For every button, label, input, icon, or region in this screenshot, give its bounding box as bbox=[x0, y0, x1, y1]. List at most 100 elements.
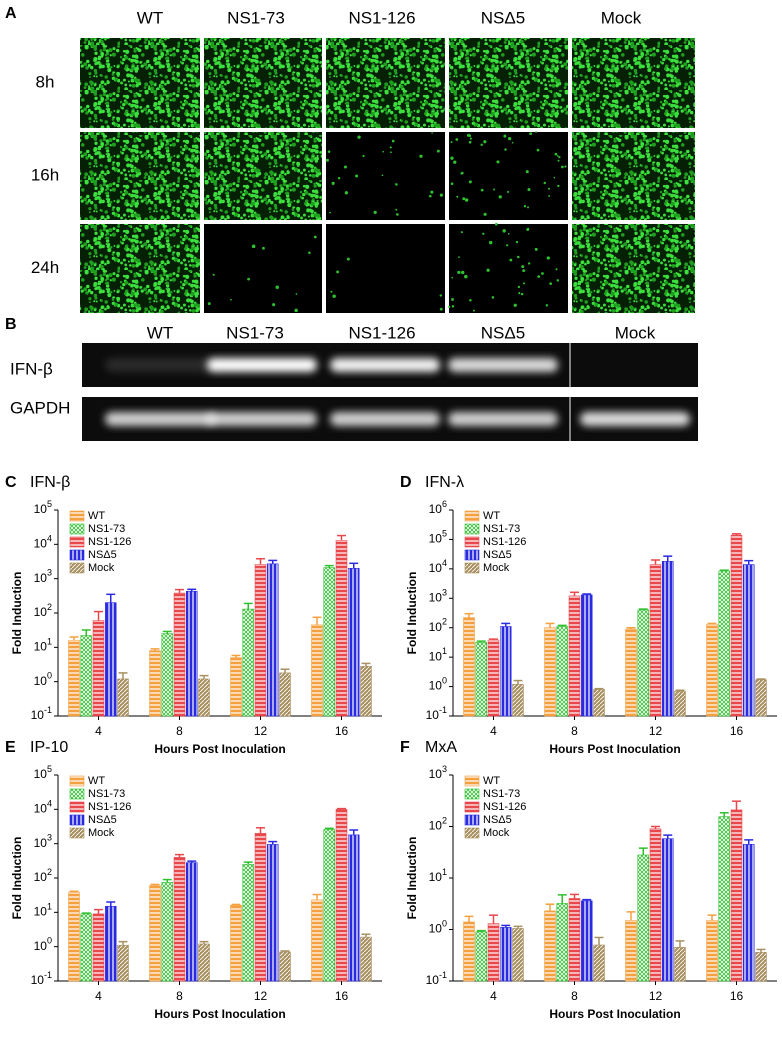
y-axis-label: Fold Induction bbox=[405, 572, 419, 655]
error-bar bbox=[501, 924, 511, 928]
gel-band bbox=[448, 358, 558, 372]
cell-dot bbox=[457, 270, 461, 275]
bar bbox=[242, 864, 255, 982]
error-bar bbox=[280, 950, 290, 952]
cell-dot bbox=[462, 197, 466, 201]
error-bar bbox=[489, 914, 498, 924]
cell-dot bbox=[373, 210, 377, 215]
error-bar bbox=[476, 640, 486, 643]
cell-dot bbox=[527, 262, 531, 265]
bar bbox=[117, 678, 129, 717]
error-bar bbox=[175, 588, 184, 594]
bar bbox=[149, 885, 161, 982]
cell-dot bbox=[344, 191, 349, 195]
cell-dot bbox=[439, 307, 443, 311]
chart-title: MxA bbox=[425, 739, 457, 756]
bar bbox=[279, 951, 291, 982]
cell-dot bbox=[511, 141, 514, 144]
cell-dot bbox=[513, 303, 517, 307]
cell-dot bbox=[545, 304, 549, 307]
bar bbox=[266, 563, 279, 717]
bar bbox=[117, 944, 129, 982]
legend-swatch bbox=[464, 562, 480, 574]
bar bbox=[242, 608, 255, 717]
bar bbox=[512, 683, 524, 717]
x-tick-label: 4 bbox=[490, 724, 497, 738]
bar bbox=[512, 928, 524, 982]
bar bbox=[161, 881, 174, 982]
error-bar bbox=[651, 825, 660, 829]
x-tick-label: 4 bbox=[95, 724, 102, 738]
bar bbox=[556, 903, 569, 982]
bar bbox=[625, 920, 637, 982]
bar bbox=[674, 690, 686, 717]
row-label: IFN-β bbox=[10, 359, 53, 378]
cell-dot bbox=[391, 139, 395, 143]
cell-dot bbox=[557, 159, 560, 162]
cell-dot bbox=[556, 279, 560, 282]
cell-dot bbox=[506, 244, 509, 247]
y-axis-label: Fold Induction bbox=[10, 837, 24, 920]
bar bbox=[730, 809, 743, 982]
error-bar bbox=[118, 940, 128, 946]
x-tick-label: 12 bbox=[649, 989, 663, 1003]
cell-dot bbox=[483, 140, 487, 144]
bar bbox=[266, 844, 279, 982]
panel-label: E bbox=[5, 739, 16, 756]
legend-label: Mock bbox=[88, 827, 115, 839]
error-bar bbox=[570, 893, 579, 899]
gel-band bbox=[207, 412, 317, 426]
legend-swatch bbox=[69, 549, 85, 561]
bar bbox=[463, 617, 475, 717]
bar bbox=[661, 838, 674, 982]
x-axis-label: Hours Post Inoculation bbox=[154, 742, 285, 756]
legend-label: NSΔ5 bbox=[483, 549, 512, 561]
micrograph bbox=[449, 38, 568, 128]
error-bar bbox=[69, 890, 79, 893]
error-bar bbox=[162, 878, 172, 883]
bar bbox=[730, 534, 743, 717]
cell-dot bbox=[486, 268, 490, 272]
bar bbox=[323, 829, 336, 982]
cell-dot bbox=[430, 190, 434, 194]
error-bar bbox=[199, 674, 209, 679]
cell-dot bbox=[469, 137, 472, 140]
error-bar bbox=[732, 533, 741, 536]
error-bar bbox=[626, 626, 636, 630]
error-bar bbox=[557, 624, 567, 627]
cell-dot bbox=[450, 141, 453, 144]
bar bbox=[674, 947, 686, 982]
bar bbox=[360, 936, 372, 982]
cell-dot bbox=[517, 255, 520, 259]
bar bbox=[311, 624, 323, 717]
column-header: Mock bbox=[615, 323, 656, 342]
cell-dot bbox=[527, 227, 530, 230]
error-bar bbox=[651, 559, 660, 565]
legend-swatch bbox=[464, 788, 480, 800]
error-bar bbox=[94, 610, 103, 621]
column-header: NS1-73 bbox=[227, 8, 285, 27]
cell-dot bbox=[525, 170, 529, 174]
column-header: NS1-73 bbox=[226, 323, 284, 342]
error-bar bbox=[675, 940, 685, 948]
y-axis-label: Fold Induction bbox=[405, 837, 419, 920]
legend-label: WT bbox=[483, 775, 500, 787]
cell-dot bbox=[504, 148, 507, 151]
cell-dot bbox=[355, 174, 359, 178]
cell-dot bbox=[507, 136, 512, 141]
error-bar bbox=[489, 638, 498, 641]
bar bbox=[556, 626, 569, 717]
cell-dot bbox=[396, 213, 399, 216]
panel-label: F bbox=[400, 739, 410, 756]
cell-dot bbox=[483, 212, 487, 216]
cell-dot bbox=[458, 256, 460, 258]
cell-dot bbox=[520, 292, 524, 296]
error-bar bbox=[464, 915, 474, 922]
cell-dot bbox=[557, 184, 560, 188]
bar bbox=[92, 620, 105, 717]
error-bar bbox=[361, 662, 371, 667]
micrograph bbox=[204, 224, 322, 313]
cell-dot bbox=[207, 302, 211, 306]
cell-dot bbox=[460, 231, 463, 234]
chart-title: IFN-β bbox=[30, 474, 70, 491]
